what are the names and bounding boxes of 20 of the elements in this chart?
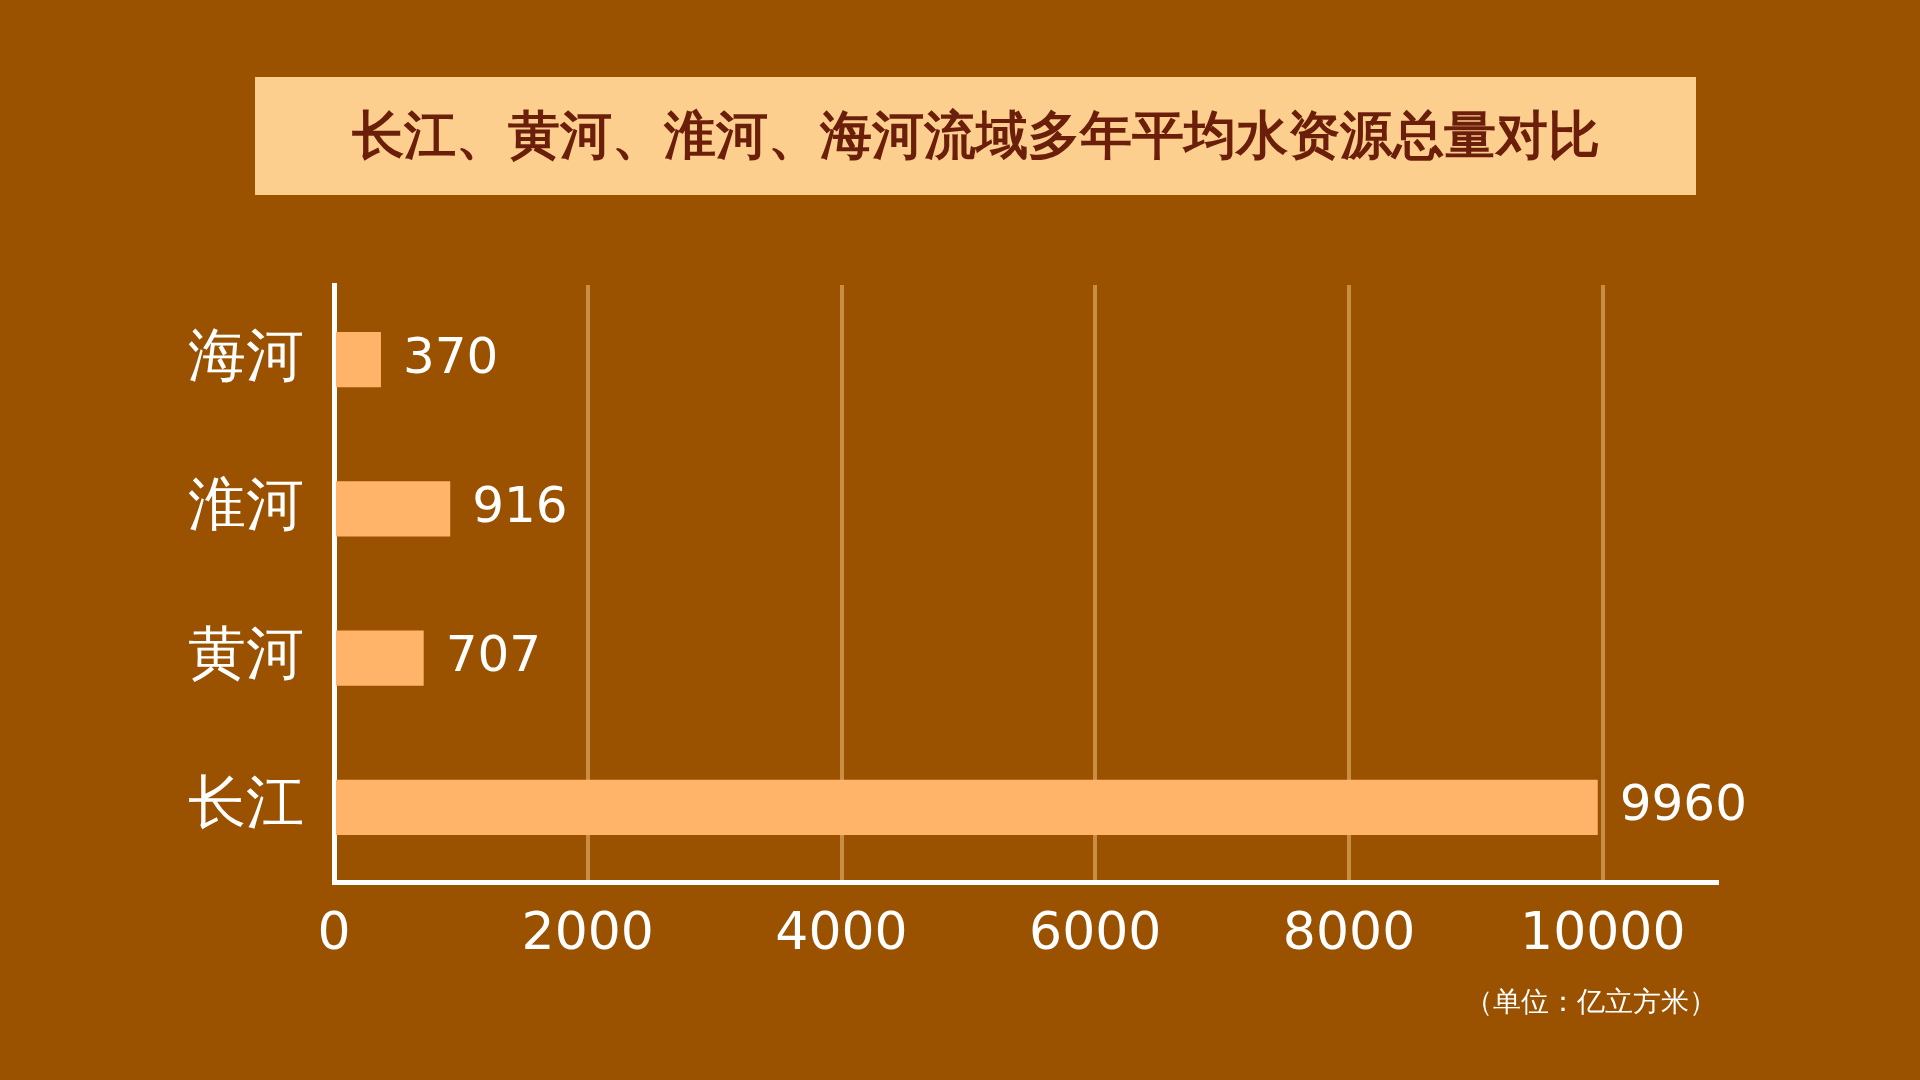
data-label: 707	[445, 625, 542, 684]
data-label: 916	[472, 475, 568, 534]
x-tick-label: 10000	[1520, 900, 1686, 961]
text: （单位：亿立方米）	[1465, 985, 1717, 1019]
bar	[336, 481, 451, 537]
y-tick-label: 黄河	[188, 619, 304, 688]
data-label: 9960	[1619, 774, 1747, 833]
bar	[336, 779, 1598, 835]
bar	[336, 332, 381, 388]
data-label: 370	[402, 326, 499, 385]
chart-title: 长江、黄河、淮河、海河流域多年平均水资源总量对比	[255, 77, 1696, 195]
y-tick-label: 淮河	[188, 469, 304, 538]
x-tick-label: 0	[317, 900, 351, 961]
x-tick-label: 8000	[1282, 900, 1416, 961]
x-tick-label: 4000	[775, 900, 908, 961]
x-tick-label: 2000	[521, 900, 654, 961]
y-tick-label: 海河	[188, 320, 304, 389]
x-tick-label: 6000	[1029, 900, 1162, 961]
y-tick-label: 长江	[188, 768, 304, 837]
bar	[336, 630, 424, 686]
